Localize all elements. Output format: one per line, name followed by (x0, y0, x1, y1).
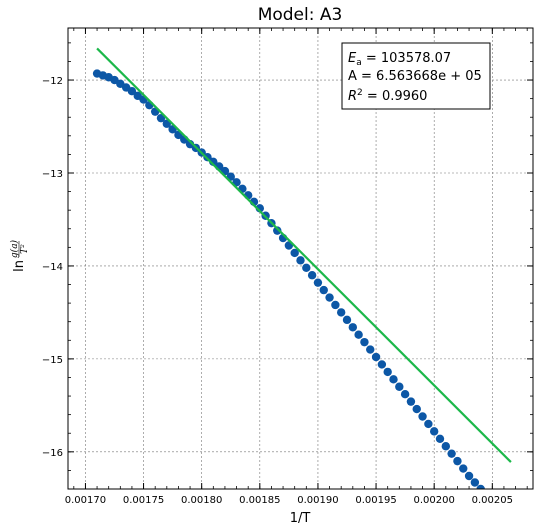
x-tick-label: 0.00205 (472, 495, 513, 506)
data-point (377, 360, 387, 369)
x-tick-label: 0.00190 (297, 495, 338, 506)
fit-annotation-box: Ea = 103578.07 A = 6.563668e + 05 R2 = 0… (341, 42, 491, 110)
data-point (360, 337, 369, 347)
data-point (459, 464, 468, 473)
data-point (389, 375, 398, 384)
y-tick-labels: −16 −15 −14 −13 −12 (42, 76, 63, 459)
fit-line (96, 47, 512, 463)
data-point (331, 300, 340, 310)
data-point (406, 397, 416, 406)
svg-text:T²: T² (20, 244, 30, 254)
data-point (441, 442, 451, 451)
x-tick-label: 0.00180 (181, 495, 222, 506)
data-point (395, 382, 404, 391)
y-axis-label: ln g(a) T² (9, 239, 30, 271)
x-axis-label: 1/T (290, 511, 311, 526)
data-point (342, 315, 352, 325)
y-tick-label: −14 (42, 262, 63, 273)
data-point (429, 427, 439, 436)
data-point (476, 484, 485, 489)
y-tick-label: −12 (42, 76, 63, 87)
chart-title: Model: A3 (258, 5, 343, 25)
x-tick-label: 0.00170 (65, 495, 106, 506)
data-point (290, 248, 299, 258)
y-tick-label: −16 (42, 448, 63, 459)
data-point (400, 389, 410, 399)
gridlines (68, 28, 533, 489)
data-point (464, 471, 474, 481)
plot-series (92, 47, 512, 489)
data-point (366, 345, 375, 354)
data-point (307, 271, 317, 280)
x-tick-label: 0.00175 (123, 495, 164, 506)
annotation-r2: R2 = 0.9960 (348, 88, 427, 104)
x-tick-label: 0.00200 (414, 495, 455, 506)
data-point (296, 256, 305, 265)
data-point (435, 434, 445, 444)
annotation-a: A = 6.563668e + 05 (348, 69, 482, 84)
data-point (354, 330, 363, 339)
data-point (453, 456, 462, 466)
data-point (424, 419, 433, 429)
x-tick-label: 0.00195 (355, 495, 396, 506)
data-point (302, 263, 311, 272)
data-point (127, 87, 137, 96)
data-point (319, 285, 328, 295)
plot-frame (67, 27, 534, 490)
y-tick-label: −15 (42, 355, 63, 366)
data-point (412, 404, 421, 414)
svg-text:ln: ln (12, 260, 27, 272)
data-point (371, 352, 381, 362)
y-tick-label: −13 (42, 169, 63, 180)
data-point (383, 367, 392, 377)
data-point (313, 278, 323, 287)
x-tick-label: 0.00185 (239, 495, 280, 506)
x-tick-labels: 0.00170 0.00175 0.00180 0.00185 0.00190 0.001… (65, 495, 513, 506)
data-point (325, 293, 334, 302)
data-point (156, 113, 166, 123)
annotation-ea: Ea = 103578.07 (348, 51, 451, 68)
data-point (203, 152, 212, 162)
data-point (336, 308, 346, 317)
data-point (418, 412, 427, 421)
plot-area (92, 47, 512, 489)
data-point (348, 323, 358, 332)
data-point (447, 449, 456, 458)
data-point (273, 226, 282, 235)
data-point (470, 478, 480, 487)
svg-text:g(a): g(a) (9, 239, 20, 258)
